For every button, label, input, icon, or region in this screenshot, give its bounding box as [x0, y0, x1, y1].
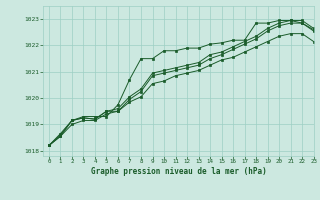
X-axis label: Graphe pression niveau de la mer (hPa): Graphe pression niveau de la mer (hPa)	[91, 167, 266, 176]
